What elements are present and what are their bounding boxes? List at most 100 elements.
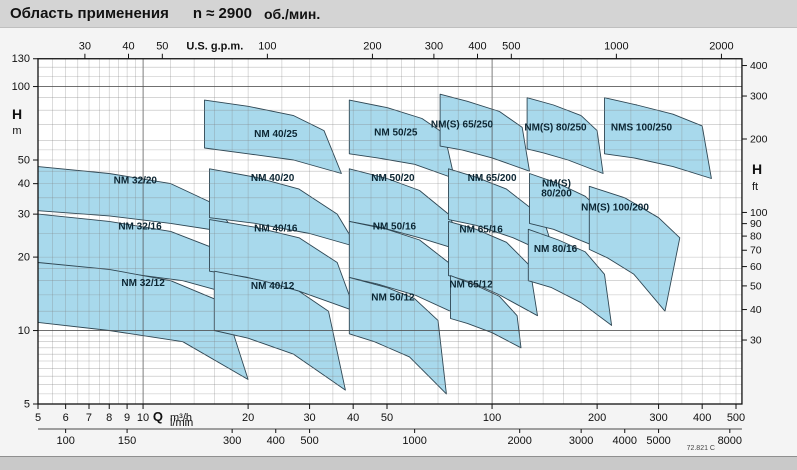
region-label: NM 32/20 bbox=[114, 176, 158, 187]
tick-label-q-m3h: 6 bbox=[63, 412, 69, 424]
tick-label-q-m3h: 500 bbox=[727, 412, 745, 424]
tick-label-q-m3h: 7 bbox=[86, 412, 92, 424]
region-label: NM 65/200 bbox=[468, 173, 517, 184]
tick-label-h-m: 30 bbox=[18, 209, 30, 221]
title-speed-value: n ≈ 2900 bbox=[192, 5, 252, 22]
tick-label-usgpm: 100 bbox=[258, 41, 276, 53]
tick-label-q-lmin: 500 bbox=[300, 435, 318, 447]
region-nm-80-16 bbox=[527, 228, 613, 326]
tick-label-h-ft: 200 bbox=[750, 133, 768, 145]
region-label: NM(S) 100/200 bbox=[581, 203, 649, 214]
axis-h-m: 5 10 20 30 40 50 100 130 Hm bbox=[12, 53, 38, 411]
tick-label-h-ft: 300 bbox=[750, 91, 768, 103]
tick-label-q-lmin: 100 bbox=[56, 435, 74, 447]
tick-label-h-ft: 50 bbox=[750, 280, 762, 292]
tick-label-q-lmin: 3000 bbox=[569, 435, 593, 447]
tick-label-h-m: 20 bbox=[18, 252, 30, 264]
region-nms-100-250 bbox=[604, 97, 712, 179]
region-label: NM 40/12 bbox=[251, 281, 295, 292]
region-label: NM 80/16 bbox=[534, 244, 578, 255]
tick-label-h-ft: 400 bbox=[750, 60, 768, 72]
tick-label-q-m3h: 5 bbox=[35, 412, 41, 424]
tick-label-q-lmin: 300 bbox=[223, 435, 241, 447]
axis-q-m3h: 5 6 7 8 9 10 20 30 40 50 100 200 300 400 500 Q m³/h bbox=[35, 404, 745, 424]
tick-label-usgpm: 400 bbox=[468, 41, 486, 53]
tick-label-q-lmin: 400 bbox=[267, 435, 285, 447]
region-labels: NM 32/20 NM 32/16 NM 32/12 NM 40/25 NM 40/20… bbox=[114, 119, 673, 303]
region-label: NM 40/16 bbox=[254, 223, 298, 234]
axis-title-usgpm: U.S. g.p.m. bbox=[186, 41, 243, 53]
drawing-code: 72.821 C bbox=[687, 445, 715, 452]
bottom-strip bbox=[0, 456, 797, 470]
tick-label-usgpm: 2000 bbox=[709, 41, 733, 53]
tick-label-usgpm: 200 bbox=[363, 41, 381, 53]
tick-label-q-m3h: 9 bbox=[124, 412, 130, 424]
plot-border bbox=[37, 58, 743, 405]
tick-label-q-m3h: 10 bbox=[137, 412, 149, 424]
axis-unit-ft: ft bbox=[752, 181, 758, 193]
region-label: NM 40/25 bbox=[254, 129, 298, 140]
axis-unit-m: m bbox=[12, 125, 21, 137]
tick-label-h-ft: 60 bbox=[750, 261, 762, 273]
region-label: NM 65/12 bbox=[449, 280, 493, 291]
grid bbox=[38, 58, 742, 404]
tick-label-q-lmin: 1000 bbox=[402, 435, 426, 447]
region-label: 80/200 bbox=[541, 188, 572, 199]
tick-label-q-m3h: 100 bbox=[483, 412, 501, 424]
tick-label-usgpm: 500 bbox=[502, 41, 520, 53]
tick-label-h-ft: 90 bbox=[750, 218, 762, 230]
region-label: NM(S) 65/250 bbox=[431, 119, 494, 130]
tick-label-h-m: 100 bbox=[12, 81, 30, 93]
region-label: NM 40/20 bbox=[251, 173, 295, 184]
tick-label-usgpm: 1000 bbox=[604, 41, 628, 53]
region-label: NM 50/12 bbox=[371, 292, 415, 303]
region-label: NM 32/16 bbox=[118, 221, 162, 232]
region-label: NM 50/25 bbox=[374, 128, 418, 139]
tick-label-usgpm: 30 bbox=[79, 41, 91, 53]
tick-label-q-m3h: 300 bbox=[649, 412, 667, 424]
tick-label-q-lmin: 5000 bbox=[646, 435, 670, 447]
region-label: NM 50/16 bbox=[373, 221, 417, 232]
tick-label-h-ft: 40 bbox=[750, 304, 762, 316]
tick-label-usgpm: 50 bbox=[156, 41, 168, 53]
tick-label-q-m3h: 200 bbox=[588, 412, 606, 424]
tick-label-q-m3h: 20 bbox=[242, 412, 254, 424]
tick-label-h-m: 130 bbox=[12, 53, 30, 65]
tick-label-h-m: 50 bbox=[18, 155, 30, 167]
axis-q-lmin: 100 150 300 400 500 1000 2000 3000 4000 5000 8000 l… bbox=[38, 417, 742, 447]
title-speed-units: об./мин. bbox=[263, 5, 321, 22]
tick-label-h-ft: 100 bbox=[750, 207, 768, 219]
region-nm-s-80-250 bbox=[526, 97, 604, 174]
tick-label-h-ft: 80 bbox=[750, 231, 762, 243]
axis-unit-lmin: l/min bbox=[170, 417, 193, 429]
axis-unit-m3h: m³/h bbox=[170, 412, 192, 424]
region-label: NM 50/20 bbox=[371, 173, 415, 184]
tick-label-q-m3h: 50 bbox=[381, 412, 393, 424]
title-bar: Область применения n ≈ 2900 об./мин. bbox=[0, 0, 797, 28]
tick-label-q-lmin: 150 bbox=[118, 435, 136, 447]
axis-title-q: Q bbox=[153, 409, 163, 424]
tick-label-usgpm: 300 bbox=[425, 41, 443, 53]
tick-label-q-m3h: 30 bbox=[303, 412, 315, 424]
tick-label-h-m: 40 bbox=[18, 178, 30, 190]
tick-label-h-m: 10 bbox=[18, 325, 30, 337]
tick-label-q-m3h: 40 bbox=[347, 412, 359, 424]
axis-usgpm: 30 40 50 100 200 300 400 500 1000 2000 U.S. g.p.m. bbox=[79, 41, 734, 59]
tick-label-h-ft: 30 bbox=[750, 335, 762, 347]
tick-label-usgpm: 40 bbox=[122, 41, 134, 53]
tick-label-h-ft: 70 bbox=[750, 245, 762, 257]
application-range-chart: NM 32/20 NM 32/16 NM 32/12 NM 40/25 NM 40/20… bbox=[0, 28, 797, 456]
tick-label-h-m: 5 bbox=[24, 399, 30, 411]
region-label: NMS 100/250 bbox=[611, 123, 673, 134]
region-label: NM 32/12 bbox=[121, 278, 165, 289]
tick-label-q-lmin: 8000 bbox=[718, 435, 742, 447]
tick-label-q-m3h: 8 bbox=[106, 412, 112, 424]
tick-label-q-lmin: 4000 bbox=[613, 435, 637, 447]
axis-title-h-left: H bbox=[12, 106, 22, 122]
region-label: NM(S) bbox=[542, 178, 571, 189]
tick-label-q-m3h: 400 bbox=[693, 412, 711, 424]
region-label: NM(S) 80/250 bbox=[524, 123, 587, 134]
axis-title-h-right: H bbox=[752, 161, 762, 177]
